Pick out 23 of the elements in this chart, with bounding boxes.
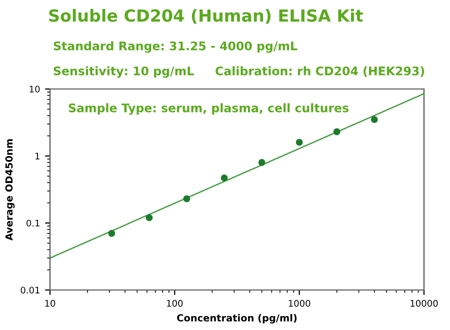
point	[296, 138, 303, 146]
x-tick-label: 100	[167, 300, 183, 307]
point	[333, 128, 340, 136]
y-tick-label: 0.1	[26, 220, 40, 227]
chart-title: Soluble CD204 (Human) ELISA Kit	[49, 8, 363, 24]
x-axis-title: Concentration (pg/ml)	[177, 314, 297, 324]
x-tick-label: 1000	[288, 300, 310, 307]
annotation: Sample Type: serum, plasma, cell cultures	[68, 103, 349, 115]
y-tick-label: 1	[36, 152, 40, 160]
text: Sensitivity: 10 pg/mL	[54, 66, 194, 78]
y-tick-label: 10	[30, 86, 40, 93]
point	[370, 116, 378, 124]
point	[146, 214, 153, 222]
x-tick-label: 10000	[410, 300, 438, 307]
point	[258, 159, 266, 166]
y-axis-title: Average OD450nm	[5, 139, 15, 240]
x-tick-label: 10	[45, 300, 56, 307]
y-tick-label: 0.01	[20, 286, 40, 294]
point	[183, 195, 190, 202]
point	[108, 230, 116, 237]
text: Calibration: rh CD204 (HEK293)	[216, 66, 424, 77]
text: Standard Range: 31.25 - 4000 pg/mL	[54, 41, 298, 53]
point	[220, 174, 228, 182]
